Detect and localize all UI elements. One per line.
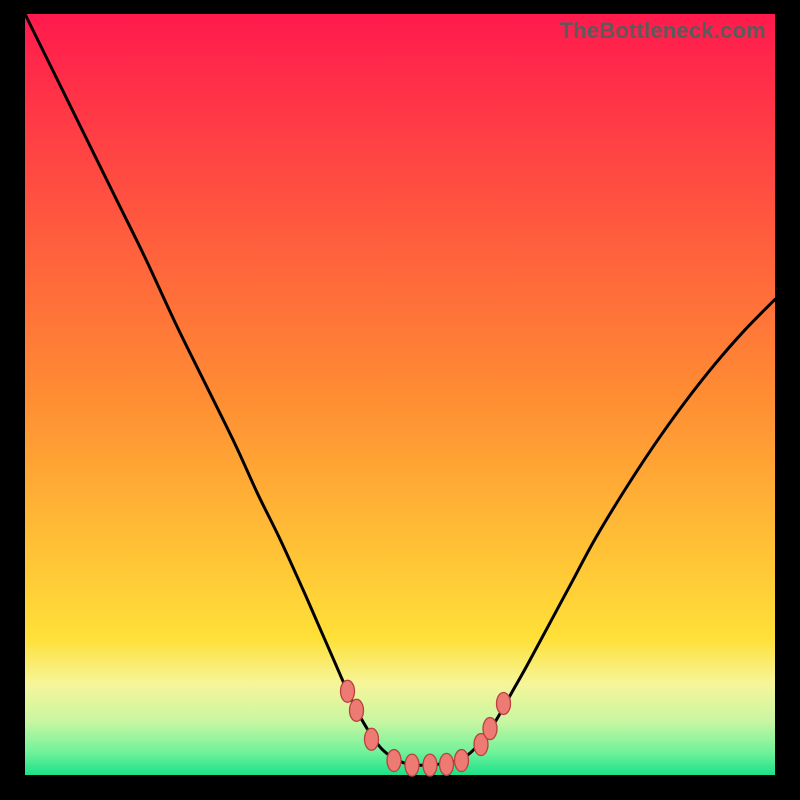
chart-frame: TheBottleneck.com — [0, 0, 800, 800]
chart-plot-area — [25, 14, 775, 775]
watermark-text: TheBottleneck.com — [560, 18, 766, 44]
